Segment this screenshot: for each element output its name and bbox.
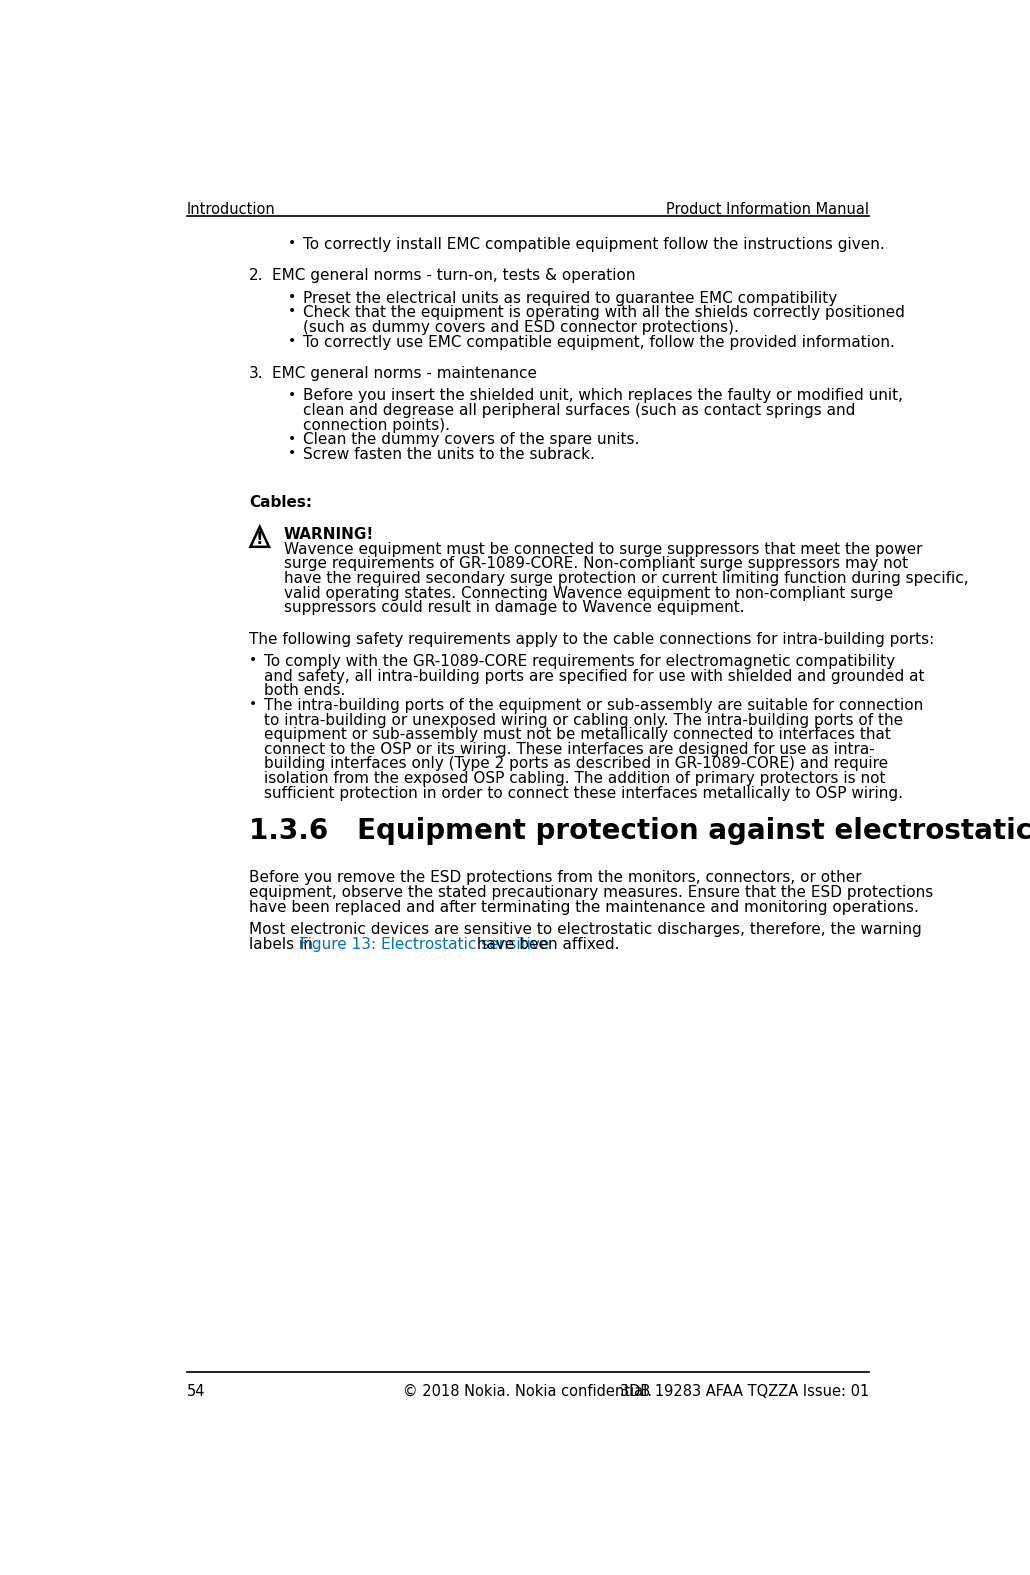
Text: building interfaces only (Type 2 ports as described in GR-1089-CORE) and require: building interfaces only (Type 2 ports a… [265, 756, 889, 772]
Text: sufficient protection in order to connect these interfaces metallically to OSP w: sufficient protection in order to connec… [265, 786, 903, 800]
Text: labels in: labels in [249, 937, 317, 951]
Text: 2.: 2. [249, 268, 264, 283]
Text: •: • [287, 236, 296, 250]
Text: both ends.: both ends. [265, 684, 346, 698]
Text: connection points).: connection points). [303, 417, 450, 433]
Text: Clean the dummy covers of the spare units.: Clean the dummy covers of the spare unit… [303, 432, 640, 447]
Text: Before you insert the shielded unit, which replaces the faulty or modified unit,: Before you insert the shielded unit, whi… [303, 389, 903, 403]
Text: EMC general norms - maintenance: EMC general norms - maintenance [272, 365, 537, 381]
Text: Introduction: Introduction [186, 202, 276, 217]
Text: !: ! [255, 529, 264, 548]
Text: Before you remove the ESD protections from the monitors, connectors, or other: Before you remove the ESD protections fr… [249, 871, 861, 885]
Text: Cables:: Cables: [249, 496, 312, 510]
Text: 1.3.6   Equipment protection against electrostatic discharges: 1.3.6 Equipment protection against elect… [249, 817, 1030, 846]
Text: to intra-building or unexposed wiring or cabling only. The intra-building ports : to intra-building or unexposed wiring or… [265, 712, 903, 728]
Text: •: • [287, 446, 296, 460]
Text: The intra-building ports of the equipment or sub-assembly are suitable for conne: The intra-building ports of the equipmen… [265, 698, 924, 713]
Text: clean and degrease all peripheral surfaces (such as contact springs and: clean and degrease all peripheral surfac… [303, 403, 856, 417]
Text: equipment or sub-assembly must not be metallically connected to interfaces that: equipment or sub-assembly must not be me… [265, 728, 891, 742]
Text: equipment, observe the stated precautionary measures. Ensure that the ESD protec: equipment, observe the stated precaution… [249, 885, 933, 899]
Text: •: • [287, 290, 296, 304]
Text: 54: 54 [186, 1384, 205, 1399]
Text: •: • [287, 334, 296, 348]
Text: EMC general norms - turn-on, tests & operation: EMC general norms - turn-on, tests & ope… [272, 268, 636, 283]
Text: •: • [249, 654, 258, 668]
Text: WARNING!: WARNING! [283, 528, 374, 542]
Text: Figure 13: Electrostatic sensitive: Figure 13: Electrostatic sensitive [300, 937, 549, 951]
Text: Screw fasten the units to the subrack.: Screw fasten the units to the subrack. [303, 447, 595, 461]
Text: •: • [287, 304, 296, 318]
Text: (such as dummy covers and ESD connector protections).: (such as dummy covers and ESD connector … [303, 320, 739, 335]
Text: Wavence equipment must be connected to surge suppressors that meet the power: Wavence equipment must be connected to s… [283, 542, 922, 556]
Text: Product Information Manual: Product Information Manual [665, 202, 869, 217]
Text: To comply with the GR-1089-CORE requirements for electromagnetic compatibility: To comply with the GR-1089-CORE requirem… [265, 654, 895, 669]
Text: 3DB 19283 AFAA TQZZA Issue: 01: 3DB 19283 AFAA TQZZA Issue: 01 [620, 1384, 869, 1399]
Text: To correctly install EMC compatible equipment follow the instructions given.: To correctly install EMC compatible equi… [303, 236, 885, 252]
Text: have been replaced and after terminating the maintenance and monitoring operatio: have been replaced and after terminating… [249, 899, 919, 915]
Text: Most electronic devices are sensitive to electrostatic discharges, therefore, th: Most electronic devices are sensitive to… [249, 921, 922, 937]
Text: valid operating states. Connecting Wavence equipment to non-compliant surge: valid operating states. Connecting Waven… [283, 586, 893, 600]
Text: 3.: 3. [249, 365, 264, 381]
Text: The following safety requirements apply to the cable connections for intra-build: The following safety requirements apply … [249, 632, 934, 647]
Text: •: • [287, 432, 296, 446]
Text: •: • [249, 698, 258, 712]
Text: suppressors could result in damage to Wavence equipment.: suppressors could result in damage to Wa… [283, 600, 745, 616]
Text: Preset the electrical units as required to guarantee EMC compatibility: Preset the electrical units as required … [303, 291, 837, 306]
Text: surge requirements of GR-1089-CORE. Non-compliant surge suppressors may not: surge requirements of GR-1089-CORE. Non-… [283, 556, 907, 572]
Text: have been affixed.: have been affixed. [472, 937, 620, 951]
Text: © 2018 Nokia. Nokia confidential.: © 2018 Nokia. Nokia confidential. [404, 1384, 652, 1399]
Text: To correctly use EMC compatible equipment, follow the provided information.: To correctly use EMC compatible equipmen… [303, 334, 895, 350]
Text: isolation from the exposed OSP cabling. The addition of primary protectors is no: isolation from the exposed OSP cabling. … [265, 772, 886, 786]
Text: connect to the OSP or its wiring. These interfaces are designed for use as intra: connect to the OSP or its wiring. These … [265, 742, 876, 758]
Text: Check that the equipment is operating with all the shields correctly positioned: Check that the equipment is operating wi… [303, 306, 905, 320]
Text: •: • [287, 387, 296, 402]
Text: and safety, all intra-building ports are specified for use with shielded and gro: and safety, all intra-building ports are… [265, 669, 925, 684]
Text: have the required secondary surge protection or current limiting function during: have the required secondary surge protec… [283, 570, 968, 586]
